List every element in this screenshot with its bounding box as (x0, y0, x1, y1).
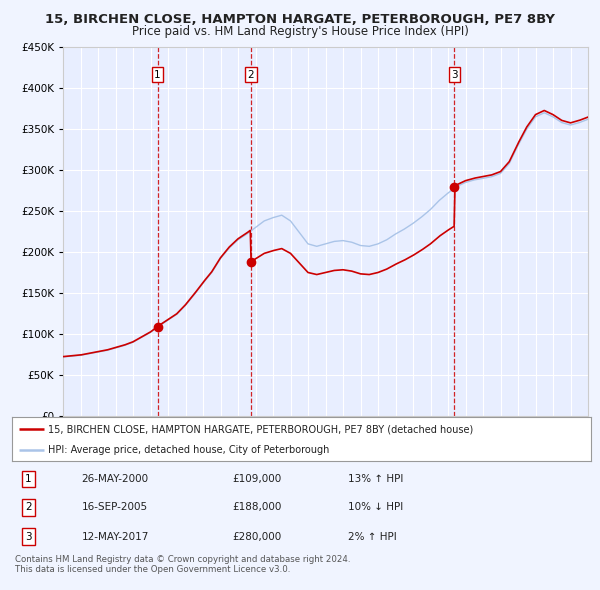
Text: 10% ↓ HPI: 10% ↓ HPI (348, 503, 403, 512)
Text: 3: 3 (451, 70, 458, 80)
Text: 2: 2 (247, 70, 254, 80)
Text: 1: 1 (154, 70, 161, 80)
Text: Contains HM Land Registry data © Crown copyright and database right 2024.: Contains HM Land Registry data © Crown c… (15, 555, 350, 563)
Text: 13% ↑ HPI: 13% ↑ HPI (348, 474, 403, 484)
Text: 26-MAY-2000: 26-MAY-2000 (82, 474, 149, 484)
Text: £109,000: £109,000 (232, 474, 281, 484)
Text: 15, BIRCHEN CLOSE, HAMPTON HARGATE, PETERBOROUGH, PE7 8BY: 15, BIRCHEN CLOSE, HAMPTON HARGATE, PETE… (45, 13, 555, 26)
Text: £280,000: £280,000 (232, 532, 281, 542)
Text: 12-MAY-2017: 12-MAY-2017 (82, 532, 149, 542)
Text: Price paid vs. HM Land Registry's House Price Index (HPI): Price paid vs. HM Land Registry's House … (131, 25, 469, 38)
Text: This data is licensed under the Open Government Licence v3.0.: This data is licensed under the Open Gov… (15, 565, 290, 574)
Text: HPI: Average price, detached house, City of Peterborough: HPI: Average price, detached house, City… (48, 445, 329, 455)
Text: £188,000: £188,000 (232, 503, 281, 512)
Text: 15, BIRCHEN CLOSE, HAMPTON HARGATE, PETERBOROUGH, PE7 8BY (detached house): 15, BIRCHEN CLOSE, HAMPTON HARGATE, PETE… (48, 424, 473, 434)
Text: 2% ↑ HPI: 2% ↑ HPI (348, 532, 397, 542)
Text: 2: 2 (25, 503, 32, 512)
Text: 16-SEP-2005: 16-SEP-2005 (82, 503, 148, 512)
Text: 3: 3 (25, 532, 32, 542)
Text: 1: 1 (25, 474, 32, 484)
